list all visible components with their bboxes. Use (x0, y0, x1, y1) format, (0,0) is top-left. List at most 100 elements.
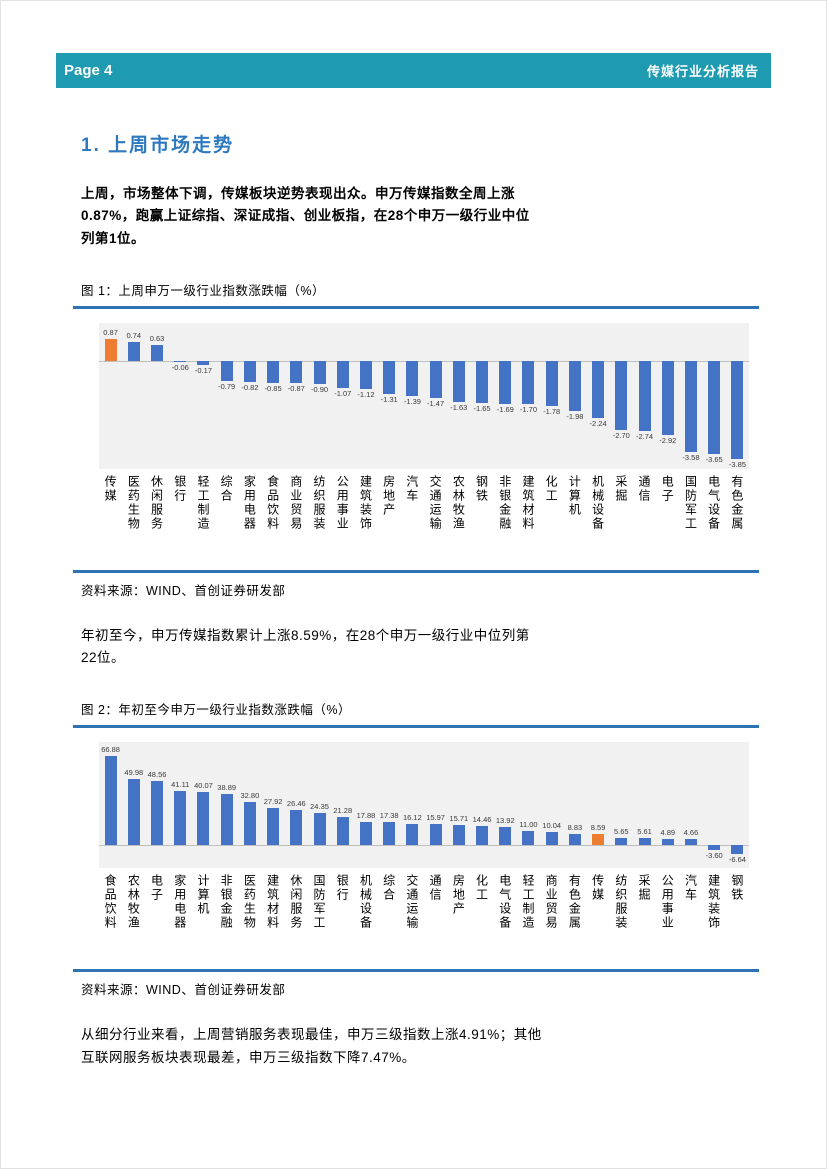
bar-银行 (336, 817, 349, 846)
category-label: 电子 (660, 474, 675, 503)
category-label: 农林牧渔 (126, 874, 141, 931)
bar-value-label: 5.61 (637, 826, 652, 836)
bar-value-label: -0.85 (264, 383, 282, 393)
category-label: 通信 (637, 474, 652, 503)
bar-value-label: 26.46 (286, 799, 306, 809)
bar-value-label: -3.60 (705, 851, 723, 861)
figure-1: 图 1：上周申万一级行业指数涨跌幅（%） 0.87 0.74 0.63 -0.06 -0… (73, 280, 759, 599)
bar-食品饮料 (104, 756, 117, 846)
bar-建筑材料 (522, 360, 535, 405)
bar-value-label: -3.65 (705, 454, 723, 464)
bar-value-label: 24.35 (310, 802, 329, 812)
bar-家用电器 (243, 360, 256, 382)
category-label: 机械设备 (590, 474, 605, 531)
bar-value-label: 15.97 (426, 813, 445, 823)
bar-有色金属 (568, 833, 581, 846)
bar-钢铁 (731, 845, 744, 855)
bar-value-label: 0.87 (103, 327, 118, 337)
category-label: 有色金属 (567, 874, 582, 931)
bar-休闲服务 (151, 344, 164, 361)
paragraph-ytd-performance: 年初至今，申万传媒指数累计上涨8.59%，在28个申万一级行业中位列第22位。 (81, 627, 530, 666)
bar-综合 (220, 360, 233, 381)
category-label: 农林牧渔 (451, 474, 466, 531)
bar-化工 (545, 360, 558, 407)
category-label: 计算机 (195, 874, 210, 917)
category-label: 汽车 (404, 474, 419, 503)
bar-value-label: 4.66 (683, 828, 699, 838)
category-label: 纺织服装 (312, 474, 327, 531)
bar-value-label: 0.74 (126, 331, 142, 341)
bar-农林牧渔 (452, 360, 465, 403)
bar-建筑装饰 (359, 360, 372, 390)
bar-纺织服装 (313, 360, 326, 384)
bar-value-label: 41.11 (171, 779, 190, 789)
category-label: 食品饮料 (103, 874, 118, 931)
bar-value-label: 4.89 (660, 827, 676, 837)
bar-休闲服务 (290, 810, 303, 846)
bar-通信 (429, 824, 442, 846)
bar-通信 (638, 360, 651, 431)
bar-value-label: 14.46 (472, 815, 492, 825)
bar-value-label: -1.07 (334, 389, 352, 399)
category-label: 医药生物 (126, 474, 141, 531)
category-label: 综合 (219, 474, 234, 503)
category-label: 食品饮料 (265, 474, 280, 531)
bar-轻工制造 (197, 360, 210, 366)
bar-value-label: 10.04 (542, 821, 562, 831)
bar-农林牧渔 (127, 778, 140, 846)
category-label: 家用电器 (172, 874, 187, 931)
page-content: 1. 上周市场走势 上周，市场整体下调，传媒板块逆势表现出众。申万传媒指数全周上… (73, 130, 759, 1069)
bar-机械设备 (592, 360, 605, 418)
bar-商业贸易 (545, 832, 558, 846)
figure-2: 图 2：年初至今申万一级行业指数涨跌幅（%） 66.88 49.98 48.56 41… (73, 699, 759, 998)
bar-value-label: -1.31 (380, 395, 398, 405)
page-number-label: Page 4 (64, 62, 113, 79)
bar-value-label: -1.47 (427, 399, 445, 409)
bar-汽车 (406, 360, 419, 397)
bar-汽车 (684, 839, 697, 846)
bar-食品饮料 (267, 360, 280, 383)
chart-weekly-industry-change: 0.87 0.74 0.63 -0.06 -0.17 -0.79 -0.82 -0.85 -0.… (81, 322, 759, 563)
bar-国防军工 (313, 813, 326, 846)
divider-bottom-figure-1 (73, 569, 759, 573)
bar-建筑装饰 (708, 845, 721, 851)
bar-机械设备 (359, 821, 372, 846)
bar-value-label: 5.65 (614, 826, 629, 836)
paragraph-subsector-performance: 从细分行业来看，上周营销服务表现最佳，申万三级指数上涨4.91%；其他互联网服务… (81, 1027, 542, 1065)
category-label: 商业贸易 (288, 474, 303, 531)
bar-纺织服装 (615, 837, 628, 846)
bar-家用电器 (174, 790, 187, 846)
category-label: 轻工制造 (195, 474, 210, 531)
figure-2-source: 资料来源：WIND、首创证券研发部 (81, 983, 286, 998)
category-label: 交通运输 (404, 874, 419, 931)
bar-value-label: -1.78 (543, 407, 561, 417)
category-label: 综合 (381, 874, 396, 903)
bar-value-label: 48.56 (147, 769, 167, 779)
category-label: 汽车 (683, 874, 698, 903)
bar-value-label: 15.71 (449, 813, 469, 823)
category-label: 轻工制造 (520, 874, 535, 931)
bar-value-label: -3.85 (728, 459, 746, 469)
figure-1-source: 资料来源：WIND、首创证券研发部 (81, 583, 286, 598)
bar-value-label: -2.70 (612, 430, 630, 440)
category-label: 交通运输 (428, 474, 443, 531)
figure-1-caption: 图 1：上周申万一级行业指数涨跌幅（%） (81, 283, 326, 298)
bar-有色金属 (731, 360, 744, 459)
bar-value-label: -0.17 (194, 366, 213, 376)
bar-value-label: -3.58 (682, 452, 700, 462)
bar-电子 (661, 360, 674, 436)
figure-2-caption: 图 2：年初至今申万一级行业指数涨跌幅（%） (81, 703, 352, 718)
x-axis-line (99, 845, 749, 847)
category-label: 休闲服务 (149, 474, 164, 531)
bar-交通运输 (406, 823, 419, 846)
bar-公用事业 (661, 838, 674, 846)
category-label: 房地产 (451, 874, 466, 917)
bar-非银金融 (499, 360, 512, 404)
bar-国防军工 (684, 360, 697, 452)
bar-value-label: -1.65 (473, 403, 491, 413)
bar-采掘 (638, 837, 651, 846)
bar-value-label: -0.90 (310, 384, 329, 394)
category-label: 计算机 (567, 474, 582, 517)
bar-value-label: 27.92 (263, 797, 283, 807)
